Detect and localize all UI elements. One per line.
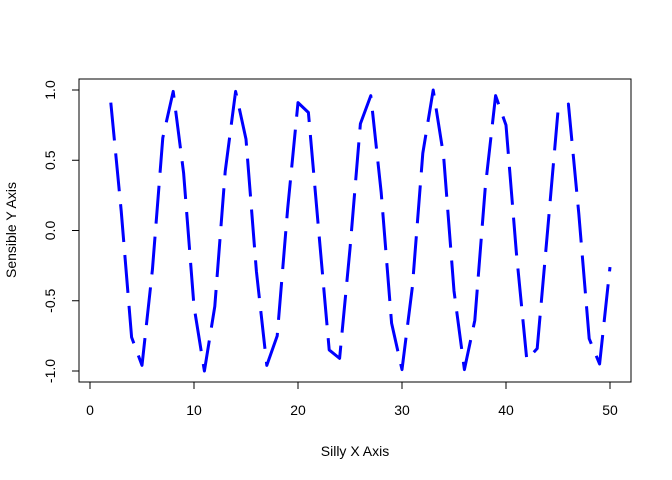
data-point [265,364,268,367]
x-tick-label: 40 [498,402,514,418]
data-point [338,357,341,360]
data-point [463,368,466,371]
data-point [577,212,580,215]
y-axis: -1.0 -0.5 0.0 0.5 1.0 [42,80,80,383]
data-point [401,368,404,371]
data-point [567,103,570,106]
data-point [588,337,591,340]
data-point [432,89,435,92]
data-point [380,191,383,194]
data-point [546,229,549,232]
data-point [213,305,216,308]
x-tick-label: 0 [86,402,94,418]
x-tick-label: 50 [602,402,618,418]
y-axis-title: Sensible Y Axis [3,182,19,278]
data-point [609,266,612,269]
data-point [120,209,123,212]
data-point [224,170,227,173]
data-point [151,268,154,271]
data-point [411,285,414,288]
x-tick-label: 30 [394,402,410,418]
data-point [328,348,331,351]
data-point [203,370,206,373]
x-tick-label: 10 [186,402,202,418]
data-point [515,251,518,254]
y-tick-label: -1.0 [42,359,58,383]
data-point [505,124,508,127]
data-point [245,138,248,141]
data-point [317,230,320,233]
x-axis-title: Silly X Axis [321,443,389,459]
data-point [182,171,185,174]
data-point [193,305,196,308]
data-point [557,110,560,113]
y-tick-label: 0.0 [42,221,58,241]
data-point [359,122,362,125]
data-point [421,152,424,155]
data-point [473,319,476,322]
data-point [255,270,258,273]
data-point [276,334,279,337]
data-point [484,187,487,190]
data-point [494,94,497,97]
data-point [109,101,112,104]
data-point [297,101,300,104]
data-point [453,289,456,292]
series-line [109,88,612,373]
data-point [307,111,310,114]
data-point [390,322,393,325]
data-point [442,155,445,158]
y-tick-label: 0.5 [42,150,58,170]
y-tick-label: -0.5 [42,288,58,312]
data-point [369,94,372,97]
data-point [130,336,133,339]
data-point [234,90,237,93]
data-point [598,362,601,365]
y-tick-label: 1.0 [42,80,58,100]
data-point [141,364,144,367]
x-tick-label: 20 [290,402,306,418]
series-layer [109,88,612,373]
data-point [286,208,289,211]
data-point [536,347,539,350]
data-point [349,247,352,250]
data-point [172,90,175,93]
data-point [525,358,528,361]
x-axis: 0 10 20 30 40 50 [86,381,618,418]
data-point [161,136,164,139]
